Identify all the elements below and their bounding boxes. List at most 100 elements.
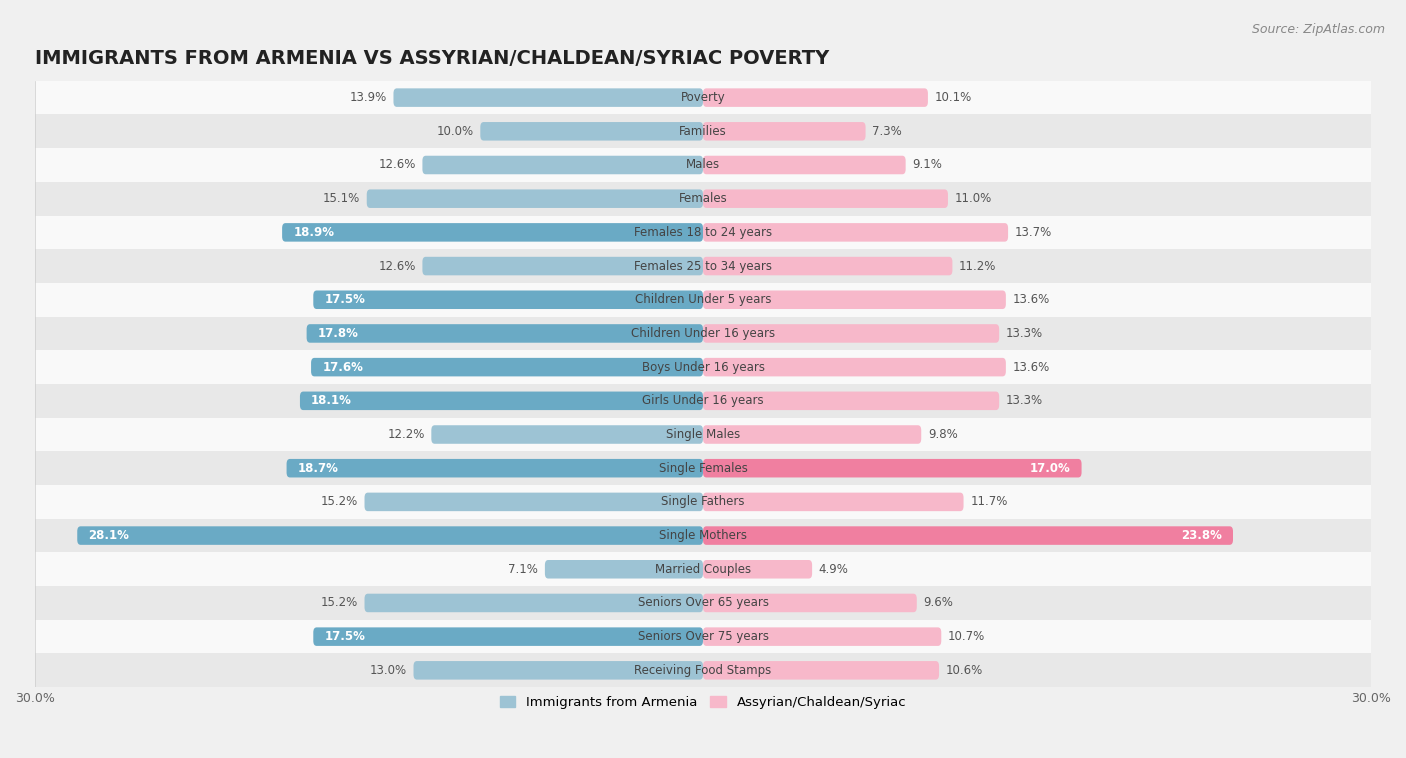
Text: 13.3%: 13.3% (1005, 327, 1043, 340)
Bar (35, 182, 1371, 215)
Text: Single Females: Single Females (658, 462, 748, 475)
Text: 13.6%: 13.6% (1012, 361, 1050, 374)
FancyBboxPatch shape (307, 324, 703, 343)
Text: Females 25 to 34 years: Females 25 to 34 years (634, 259, 772, 273)
Text: 7.3%: 7.3% (872, 125, 903, 138)
Text: 17.5%: 17.5% (325, 630, 366, 643)
Text: 17.0%: 17.0% (1029, 462, 1070, 475)
Text: Seniors Over 75 years: Seniors Over 75 years (637, 630, 769, 643)
Bar (35, 518, 1371, 553)
Text: 7.1%: 7.1% (509, 562, 538, 576)
FancyBboxPatch shape (703, 392, 1000, 410)
Bar (35, 249, 1371, 283)
FancyBboxPatch shape (314, 628, 703, 646)
Text: Boys Under 16 years: Boys Under 16 years (641, 361, 765, 374)
FancyBboxPatch shape (77, 526, 703, 545)
Text: 9.6%: 9.6% (924, 597, 953, 609)
FancyBboxPatch shape (703, 223, 1008, 242)
Bar (35, 283, 1371, 317)
FancyBboxPatch shape (422, 155, 703, 174)
Text: 12.6%: 12.6% (378, 158, 416, 171)
Text: Single Males: Single Males (666, 428, 740, 441)
Bar (35, 350, 1371, 384)
Text: IMMIGRANTS FROM ARMENIA VS ASSYRIAN/CHALDEAN/SYRIAC POVERTY: IMMIGRANTS FROM ARMENIA VS ASSYRIAN/CHAL… (35, 49, 830, 68)
Text: 9.8%: 9.8% (928, 428, 957, 441)
Text: 12.6%: 12.6% (378, 259, 416, 273)
Bar (35, 114, 1371, 148)
FancyBboxPatch shape (703, 290, 1005, 309)
Bar (35, 620, 1371, 653)
Bar (35, 148, 1371, 182)
Text: Males: Males (686, 158, 720, 171)
FancyBboxPatch shape (546, 560, 703, 578)
Text: 18.7%: 18.7% (298, 462, 339, 475)
FancyBboxPatch shape (703, 526, 1233, 545)
Text: Married Couples: Married Couples (655, 562, 751, 576)
Text: Seniors Over 65 years: Seniors Over 65 years (637, 597, 769, 609)
Text: 10.7%: 10.7% (948, 630, 986, 643)
FancyBboxPatch shape (364, 493, 703, 511)
FancyBboxPatch shape (703, 594, 917, 612)
FancyBboxPatch shape (703, 493, 963, 511)
FancyBboxPatch shape (299, 392, 703, 410)
Bar (35, 215, 1371, 249)
Text: 18.1%: 18.1% (311, 394, 352, 407)
Text: 17.8%: 17.8% (318, 327, 359, 340)
FancyBboxPatch shape (703, 425, 921, 443)
Legend: Immigrants from Armenia, Assyrian/Chaldean/Syriac: Immigrants from Armenia, Assyrian/Chalde… (495, 691, 911, 714)
FancyBboxPatch shape (703, 89, 928, 107)
Text: 11.2%: 11.2% (959, 259, 997, 273)
Text: 13.0%: 13.0% (370, 664, 406, 677)
Bar (35, 653, 1371, 688)
Bar (35, 317, 1371, 350)
Bar (35, 81, 1371, 114)
Text: 18.9%: 18.9% (294, 226, 335, 239)
Text: Poverty: Poverty (681, 91, 725, 104)
Text: Families: Families (679, 125, 727, 138)
Text: 4.9%: 4.9% (818, 562, 849, 576)
Text: 10.1%: 10.1% (935, 91, 972, 104)
FancyBboxPatch shape (703, 257, 952, 275)
Text: Source: ZipAtlas.com: Source: ZipAtlas.com (1251, 23, 1385, 36)
Text: 15.2%: 15.2% (321, 597, 359, 609)
Text: 15.1%: 15.1% (323, 193, 360, 205)
FancyBboxPatch shape (703, 628, 941, 646)
Text: Girls Under 16 years: Girls Under 16 years (643, 394, 763, 407)
FancyBboxPatch shape (432, 425, 703, 443)
Text: 10.0%: 10.0% (436, 125, 474, 138)
FancyBboxPatch shape (481, 122, 703, 140)
FancyBboxPatch shape (314, 290, 703, 309)
Text: 17.6%: 17.6% (322, 361, 363, 374)
Text: 13.6%: 13.6% (1012, 293, 1050, 306)
FancyBboxPatch shape (311, 358, 703, 377)
Text: 13.9%: 13.9% (350, 91, 387, 104)
Text: Children Under 5 years: Children Under 5 years (634, 293, 772, 306)
FancyBboxPatch shape (703, 324, 1000, 343)
Bar (35, 586, 1371, 620)
Text: 10.6%: 10.6% (946, 664, 983, 677)
Text: Single Fathers: Single Fathers (661, 496, 745, 509)
Text: Receiving Food Stamps: Receiving Food Stamps (634, 664, 772, 677)
Bar (35, 418, 1371, 451)
FancyBboxPatch shape (703, 122, 866, 140)
Bar (35, 384, 1371, 418)
FancyBboxPatch shape (283, 223, 703, 242)
FancyBboxPatch shape (703, 155, 905, 174)
Bar (35, 451, 1371, 485)
Text: 17.5%: 17.5% (325, 293, 366, 306)
FancyBboxPatch shape (703, 358, 1005, 377)
FancyBboxPatch shape (703, 560, 813, 578)
Text: 28.1%: 28.1% (89, 529, 129, 542)
Text: 11.7%: 11.7% (970, 496, 1008, 509)
FancyBboxPatch shape (703, 459, 1081, 478)
FancyBboxPatch shape (703, 190, 948, 208)
Text: 13.3%: 13.3% (1005, 394, 1043, 407)
Text: 23.8%: 23.8% (1181, 529, 1222, 542)
Text: Single Mothers: Single Mothers (659, 529, 747, 542)
FancyBboxPatch shape (367, 190, 703, 208)
Text: 13.7%: 13.7% (1015, 226, 1052, 239)
Text: Children Under 16 years: Children Under 16 years (631, 327, 775, 340)
FancyBboxPatch shape (394, 89, 703, 107)
Text: 12.2%: 12.2% (387, 428, 425, 441)
FancyBboxPatch shape (287, 459, 703, 478)
